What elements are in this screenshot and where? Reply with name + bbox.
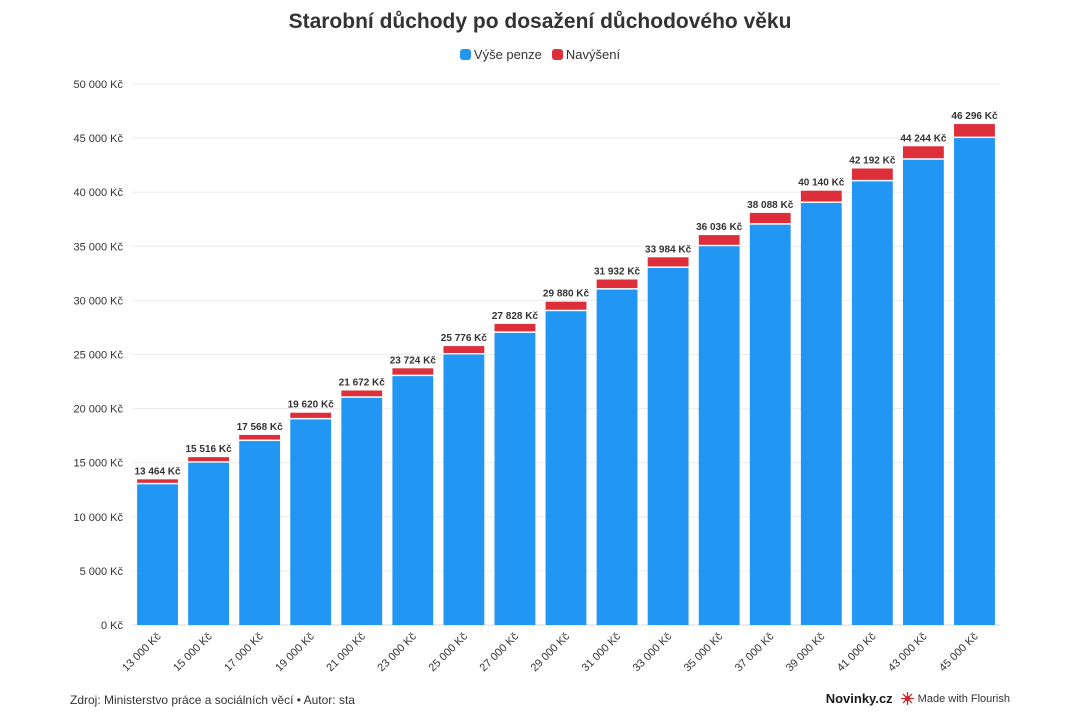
bar-vyse-penze[interactable] (749, 224, 791, 625)
bar-navyseni[interactable] (188, 457, 230, 462)
bar-total-label: 46 296 Kč (951, 111, 998, 122)
chart-legend: Výše penze Navýšení (0, 47, 1080, 62)
bar-navyseni[interactable] (851, 168, 893, 180)
bar-total-label: 42 192 Kč (849, 155, 896, 166)
flourish-star-icon (900, 692, 914, 705)
bar-total-label: 31 932 Kč (594, 266, 641, 277)
bar-total-label: 23 724 Kč (390, 355, 437, 366)
bar-vyse-penze[interactable] (494, 332, 536, 625)
x-tick-label: 21 000 Kč (324, 630, 368, 674)
bar-navyseni[interactable] (596, 279, 638, 289)
x-tick-label: 23 000 Kč (375, 630, 419, 674)
source-note: Zdroj: Ministerstvo práce a sociálních v… (70, 693, 355, 707)
bar-total-label: 40 140 Kč (798, 178, 845, 189)
bar-vyse-penze[interactable] (647, 267, 689, 625)
bar-total-label: 17 568 Kč (237, 422, 284, 433)
legend-label-vyse-penze: Výše penze (473, 47, 542, 62)
legend-swatch-navyseni (551, 49, 563, 60)
bar-vyse-penze[interactable] (800, 203, 842, 625)
bar-vyse-penze[interactable] (954, 138, 995, 625)
bar-vyse-penze[interactable] (290, 419, 332, 625)
bar-vyse-penze[interactable] (545, 311, 587, 625)
x-tick-label: 17 000 Kč (222, 630, 266, 674)
bar-navyseni[interactable] (800, 190, 842, 202)
bar-navyseni[interactable] (443, 346, 485, 353)
x-tick-label: 19 000 Kč (273, 630, 317, 674)
x-tick-label: 37 000 Kč (733, 630, 777, 674)
legend-label-navyseni: Navýšení (565, 47, 621, 62)
bars (137, 124, 995, 626)
y-tick-label: 5 000 Kč (80, 566, 124, 578)
bar-total-labels: 13 464 Kč 15 516 Kč 17 568 Kč 19 620 Kč 21 6… (134, 111, 998, 477)
legend-swatch-vyse-penze (459, 49, 471, 60)
footer-brand: Novinky.cz Made with Flourish (826, 691, 1010, 706)
x-tick-label: 39 000 Kč (784, 630, 828, 674)
flourish-badge[interactable]: Made with Flourish (900, 692, 1010, 705)
bar-total-label: 36 036 Kč (696, 222, 743, 233)
flourish-label: Made with Flourish (917, 692, 1010, 705)
x-tick-label: 15 000 Kč (171, 630, 215, 674)
chart-plot: 0 Kč 5 000 Kč 10 000 Kč 15 000 Kč 20 000 Kč 2… (73, 79, 1000, 674)
x-tick-label: 43 000 Kč (886, 630, 930, 674)
y-tick-label: 40 000 Kč (73, 187, 123, 199)
x-tick-label: 29 000 Kč (529, 630, 573, 674)
bar-navyseni[interactable] (494, 323, 536, 332)
bar-vyse-penze[interactable] (698, 246, 740, 626)
bar-total-label: 27 828 Kč (492, 311, 539, 322)
x-tick-label: 27 000 Kč (478, 630, 522, 674)
y-tick-label: 50 000 Kč (73, 79, 123, 91)
novinky-logo[interactable]: Novinky.cz (825, 691, 893, 706)
bar-vyse-penze[interactable] (443, 354, 485, 626)
bar-navyseni[interactable] (749, 212, 791, 224)
y-tick-label: 35 000 Kč (73, 241, 123, 253)
bar-total-label: 29 880 Kč (543, 289, 590, 300)
bar-vyse-penze[interactable] (188, 462, 230, 625)
bar-navyseni[interactable] (545, 301, 587, 310)
bar-total-label: 44 244 Kč (900, 133, 947, 144)
y-tick-label: 25 000 Kč (73, 350, 123, 362)
x-tick-label: 25 000 Kč (426, 630, 470, 674)
y-tick-label: 45 000 Kč (73, 133, 123, 145)
bar-navyseni[interactable] (698, 235, 740, 245)
bar-navyseni[interactable] (902, 146, 944, 159)
y-tick-label: 20 000 Kč (73, 404, 123, 416)
bar-vyse-penze[interactable] (239, 441, 281, 625)
bar-navyseni[interactable] (239, 434, 281, 440)
x-axis-ticks: 13 000 Kč 15 000 Kč 17 000 Kč 19 000 Kč 21 0… (120, 630, 981, 674)
bar-total-label: 33 984 Kč (645, 244, 692, 255)
bar-navyseni[interactable] (647, 257, 689, 267)
x-tick-label: 31 000 Kč (580, 630, 624, 674)
bar-vyse-penze[interactable] (341, 397, 383, 625)
legend-item-navyseni[interactable]: Navýšení (551, 47, 621, 62)
bar-total-label: 25 776 Kč (441, 333, 488, 344)
bar-total-label: 15 516 Kč (186, 444, 233, 455)
x-tick-label: 45 000 Kč (937, 630, 981, 674)
bar-total-label: 13 464 Kč (134, 466, 181, 477)
bar-navyseni[interactable] (137, 479, 178, 483)
bar-total-label: 21 672 Kč (339, 378, 386, 389)
bar-vyse-penze[interactable] (137, 484, 178, 625)
y-tick-label: 15 000 Kč (73, 458, 123, 470)
y-tick-label: 30 000 Kč (73, 295, 123, 307)
bar-total-label: 19 620 Kč (288, 400, 335, 411)
y-tick-label: 0 Kč (101, 620, 124, 632)
chart-title: Starobní důchody po dosažení důchodového… (288, 10, 792, 33)
bar-navyseni[interactable] (954, 124, 995, 137)
bar-vyse-penze[interactable] (902, 159, 944, 626)
bar-vyse-penze[interactable] (596, 289, 638, 625)
legend-item-vyse-penze[interactable]: Výše penze (459, 47, 542, 62)
x-tick-label: 41 000 Kč (835, 630, 879, 674)
bar-navyseni[interactable] (290, 412, 332, 418)
x-tick-label: 13 000 Kč (120, 630, 164, 674)
bar-navyseni[interactable] (341, 390, 383, 397)
bar-vyse-penze[interactable] (392, 376, 434, 625)
bar-total-label: 38 088 Kč (747, 200, 794, 211)
bar-vyse-penze[interactable] (851, 181, 893, 625)
x-tick-label: 35 000 Kč (682, 630, 726, 674)
y-axis-ticks: 0 Kč 5 000 Kč 10 000 Kč 15 000 Kč 20 000 Kč 2… (73, 79, 123, 632)
x-tick-label: 33 000 Kč (631, 630, 675, 674)
y-tick-label: 10 000 Kč (73, 512, 123, 524)
bar-navyseni[interactable] (392, 368, 434, 375)
